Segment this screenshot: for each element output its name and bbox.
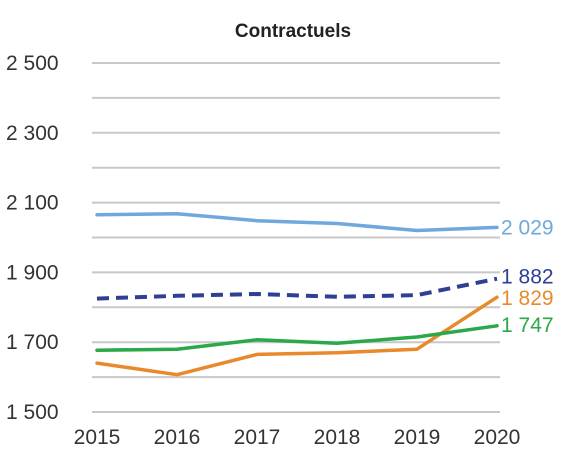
gridlines [92,62,500,413]
series-end-label: 2 029 [501,216,554,239]
x-tick-label: 2019 [394,426,441,449]
y-tick-label: 2 100 [6,192,59,215]
chart-title: Contractuels [235,21,351,42]
series-line [95,212,499,233]
series-end-label: 1 882 [501,266,554,289]
x-axis-ticks: 2015 2016 2017 2018 2019 2020 [74,426,521,449]
series-line [95,295,499,377]
y-tick-label: 1 700 [6,331,59,354]
x-tick-label: 2018 [314,426,361,449]
y-tick-label: 2 500 [6,52,59,75]
series-line [95,324,499,352]
y-tick-label: 1 900 [6,261,59,284]
series-line [96,276,498,301]
x-tick-label: 2020 [474,426,521,449]
x-tick-label: 2017 [234,426,281,449]
x-tick-label: 2016 [154,426,201,449]
x-tick-label: 2015 [74,426,121,449]
series-end-label: 1 829 [501,287,554,310]
y-axis-ticks: 1 500 1 700 1 900 2 100 2 300 2 500 [6,52,59,424]
series-end-label: 1 747 [501,314,554,337]
series-lines [95,212,499,377]
y-tick-label: 1 500 [6,401,59,424]
y-tick-label: 2 300 [6,122,59,145]
